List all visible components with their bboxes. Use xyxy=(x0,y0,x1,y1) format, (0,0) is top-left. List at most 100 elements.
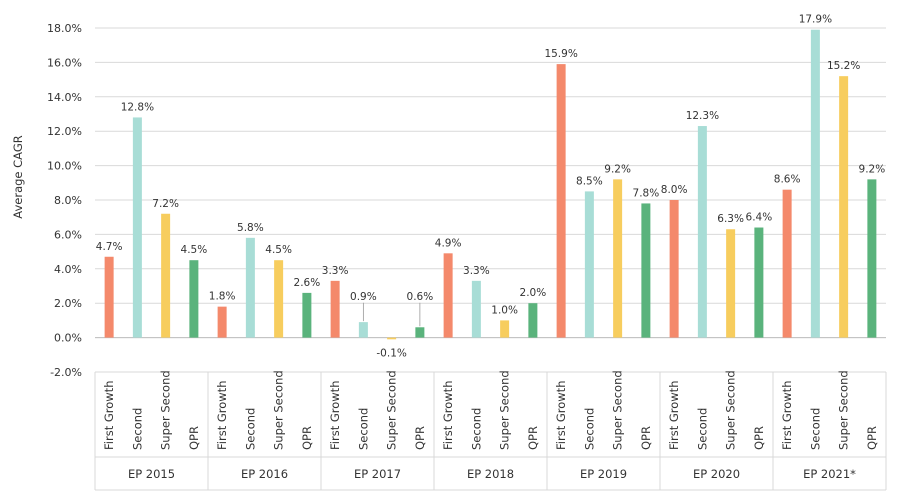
category-tick-label: QPR xyxy=(752,426,766,450)
data-label: 9.2% xyxy=(604,163,631,175)
bar xyxy=(189,260,199,338)
data-label: 4.9% xyxy=(435,237,462,249)
bar xyxy=(104,256,114,338)
bar xyxy=(161,213,171,338)
bar xyxy=(528,303,538,338)
data-label: 2.0% xyxy=(520,287,547,299)
category-tick-label: Second xyxy=(582,408,596,450)
bar xyxy=(641,203,651,338)
bar xyxy=(584,191,594,338)
group-tick-label: EP 2015 xyxy=(128,467,175,481)
x-axis-categories: First Growth Second Super Second QPR First G… xyxy=(102,370,879,450)
bar xyxy=(132,117,142,338)
category-tick-label: First Growth xyxy=(667,381,681,450)
y-tick-label: 2.0% xyxy=(54,297,82,310)
data-label: 17.9% xyxy=(799,14,832,26)
bar xyxy=(669,200,679,338)
data-label: 15.2% xyxy=(827,60,860,72)
y-tick-label: 8.0% xyxy=(54,194,82,207)
bar xyxy=(387,337,397,340)
bars xyxy=(104,29,877,340)
category-tick-label: Super Second xyxy=(159,370,173,450)
data-label: 0.9% xyxy=(350,291,377,303)
category-tick-label: Second xyxy=(695,408,709,450)
y-tick-label: 12.0% xyxy=(47,125,82,138)
y-tick-label: 14.0% xyxy=(47,91,82,104)
y-tick-label: 18.0% xyxy=(47,22,82,35)
data-label: 1.8% xyxy=(209,291,236,303)
data-label: -0.1% xyxy=(376,347,406,359)
category-tick-label: Second xyxy=(469,408,483,450)
bar xyxy=(556,64,566,338)
y-axis-title: Average CAGR xyxy=(11,135,25,218)
data-label: 15.9% xyxy=(544,48,577,60)
category-tick-label: Super Second xyxy=(611,370,625,450)
bar xyxy=(839,76,849,338)
data-label: 4.7% xyxy=(96,241,123,253)
data-label: 1.0% xyxy=(491,304,518,316)
group-tick-label: EP 2019 xyxy=(580,467,627,481)
data-labels: 4.7%12.8%7.2%4.5%1.8%5.8%4.5%2.6%3.3%0.9… xyxy=(96,14,885,360)
data-label: 0.6% xyxy=(407,291,434,303)
bar xyxy=(415,327,425,338)
group-tick-label: EP 2018 xyxy=(467,467,514,481)
data-label: 7.8% xyxy=(633,187,660,199)
category-tick-label: Super Second xyxy=(837,370,851,450)
data-label: 2.6% xyxy=(294,277,321,289)
bar xyxy=(810,29,820,338)
category-tick-label: Super Second xyxy=(724,370,738,450)
bar xyxy=(302,292,312,338)
category-tick-label: Second xyxy=(130,408,144,450)
y-tick-label: 10.0% xyxy=(47,160,82,173)
y-tick-label: 4.0% xyxy=(54,263,82,276)
category-tick-label: First Growth xyxy=(554,381,568,450)
gridlines xyxy=(94,27,887,491)
group-tick-label: EP 2016 xyxy=(241,467,288,481)
category-tick-label: QPR xyxy=(187,426,201,450)
bar xyxy=(782,189,792,338)
data-label: 3.3% xyxy=(322,265,349,277)
category-tick-label: First Growth xyxy=(441,381,455,450)
data-label: 6.4% xyxy=(746,212,773,224)
category-tick-label: QPR xyxy=(639,426,653,450)
category-tick-label: First Growth xyxy=(215,381,229,450)
bar xyxy=(471,280,481,338)
category-tick-label: QPR xyxy=(300,426,314,450)
bar xyxy=(274,260,284,338)
category-tick-label: Second xyxy=(808,408,822,450)
data-label: 9.2% xyxy=(859,163,886,175)
y-tick-label: 16.0% xyxy=(47,56,82,69)
data-label: 7.2% xyxy=(152,198,179,210)
data-label: 8.5% xyxy=(576,175,603,187)
bar xyxy=(754,227,764,338)
data-label: 8.0% xyxy=(661,184,688,196)
category-tick-label: Super Second xyxy=(385,370,399,450)
x-axis-groups: EP 2015 EP 2016 EP 2017 EP 2018 EP 2019 EP 20… xyxy=(128,467,856,481)
category-tick-label: QPR xyxy=(865,426,879,450)
bar xyxy=(613,179,623,338)
category-tick-label: First Growth xyxy=(328,381,342,450)
bar xyxy=(500,320,510,338)
y-tick-label: 6.0% xyxy=(54,228,82,241)
data-label: 12.3% xyxy=(686,110,719,122)
group-tick-label: EP 2020 xyxy=(693,467,740,481)
category-tick-label: First Growth xyxy=(102,381,116,450)
category-tick-label: QPR xyxy=(413,426,427,450)
data-label: 3.3% xyxy=(463,265,490,277)
data-label: 4.5% xyxy=(265,244,292,256)
category-tick-label: QPR xyxy=(526,426,540,450)
bar xyxy=(867,179,877,338)
bar xyxy=(217,306,227,338)
y-tick-label: -2.0% xyxy=(50,366,82,379)
category-tick-label: Second xyxy=(243,408,257,450)
bar xyxy=(697,126,707,338)
category-tick-label: Super Second xyxy=(272,370,286,450)
bar xyxy=(330,280,340,338)
category-tick-label: Super Second xyxy=(498,370,512,450)
bar xyxy=(358,322,368,338)
bar xyxy=(443,253,453,338)
y-tick-label: 0.0% xyxy=(54,332,82,345)
data-label: 12.8% xyxy=(121,101,154,113)
